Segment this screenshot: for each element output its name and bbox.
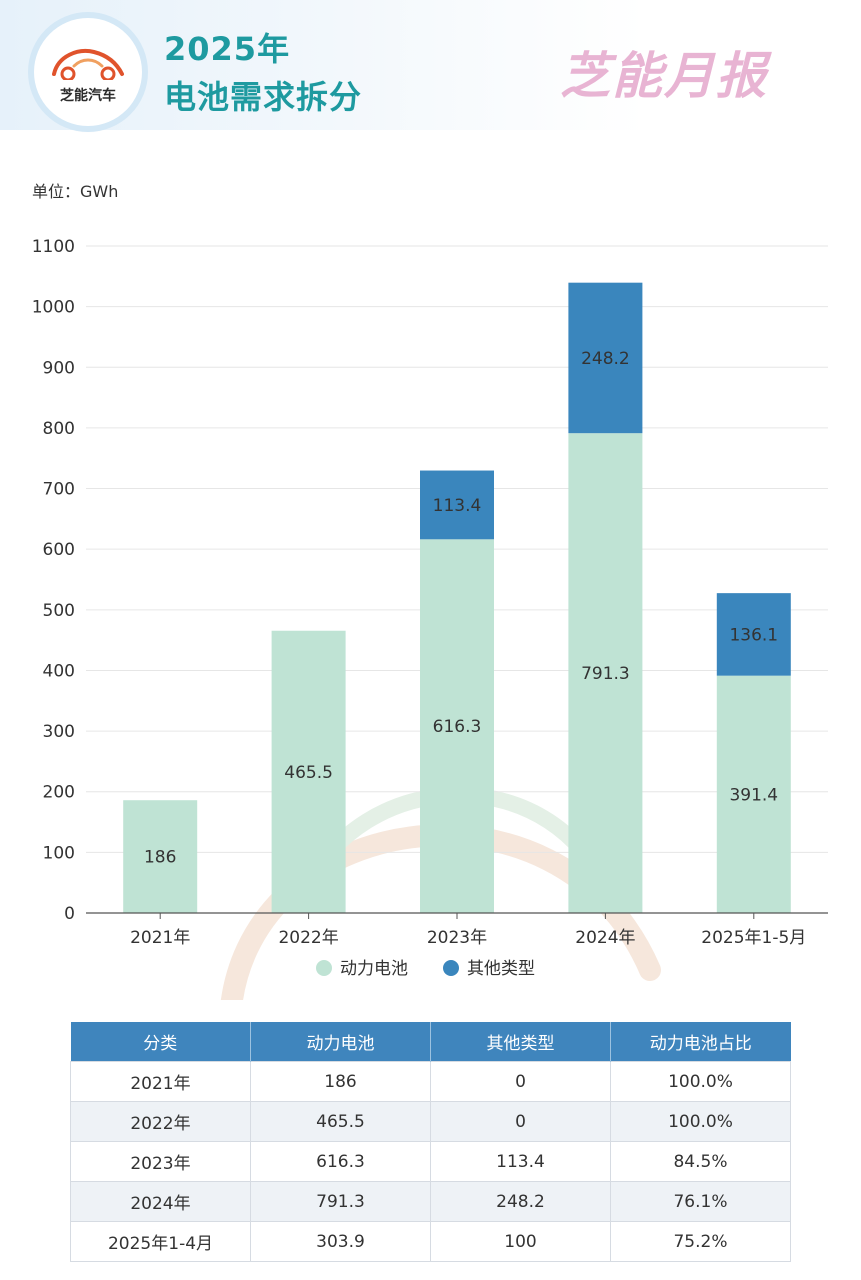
data-label: 136.1: [729, 625, 778, 645]
table-cell: 84.5%: [610, 1141, 791, 1182]
y-tick-label: 700: [43, 480, 75, 500]
data-label: 616.3: [433, 717, 482, 737]
logo: 芝能汽车: [34, 18, 142, 126]
header-band: [0, 0, 861, 130]
legend-label: 动力电池: [340, 959, 408, 979]
table-cell: 616.3: [250, 1141, 431, 1182]
table-cell: 100.0%: [610, 1101, 791, 1142]
y-tick-label: 900: [43, 358, 75, 378]
data-label: 391.4: [729, 785, 778, 805]
table-header-category: 分类: [70, 1022, 251, 1062]
table-cell: 0: [430, 1101, 611, 1142]
y-tick-label: 300: [43, 722, 75, 742]
bar-power-battery: [123, 800, 198, 913]
x-tick-label: 2022年: [278, 928, 338, 948]
bar-power-battery: [568, 433, 643, 913]
table-header-share: 动力电池占比: [610, 1022, 791, 1062]
page-title: 电池需求拆分: [164, 78, 363, 116]
car-logo-icon: [52, 49, 124, 80]
table-cell: 75.2%: [610, 1221, 791, 1262]
table-cell: 791.3: [250, 1181, 431, 1222]
table-cell: 2021年: [70, 1061, 251, 1102]
table-cell: 465.5: [250, 1101, 431, 1142]
bar-other-types: [716, 593, 791, 676]
table-header-other-types: 其他类型: [430, 1022, 611, 1062]
stacked-bar-chart: 0 100 200 300 400 500 600 700 800 900 1000 1100 186 2…: [32, 237, 828, 1000]
bar-power-battery: [716, 675, 791, 913]
x-tick-label: 2023年: [427, 928, 487, 948]
x-tick-label: 2025年1-5月: [701, 928, 806, 948]
x-tick-label: 2021年: [130, 928, 190, 948]
table-cell: 2022年: [70, 1101, 251, 1142]
table-cell: 186: [250, 1061, 431, 1102]
table-cell: 248.2: [430, 1181, 611, 1222]
table-cell: 303.9: [250, 1221, 431, 1262]
legend-marker: [316, 960, 332, 976]
table-cell: 76.1%: [610, 1181, 791, 1222]
y-tick-label: 400: [43, 661, 75, 681]
data-table: 分类 动力电池 其他类型 动力电池占比 2021年 186 0 100.0% 2…: [70, 1022, 791, 1262]
y-tick-label: 600: [43, 540, 75, 560]
table-cell: 113.4: [430, 1141, 611, 1182]
page-title-year: 2025年: [164, 30, 291, 68]
table-cell: 0: [430, 1061, 611, 1102]
table-row: 2025年1-4月 303.9 100 75.2%: [70, 1221, 791, 1262]
table-header-power-battery: 动力电池: [250, 1022, 431, 1062]
table-cell: 100: [430, 1221, 611, 1262]
bar-other-types: [568, 282, 643, 434]
table-row: 2021年 186 0 100.0%: [70, 1061, 791, 1102]
y-tick-label: 200: [43, 783, 75, 803]
table-cell: 2023年: [70, 1141, 251, 1182]
bar-power-battery: [420, 539, 494, 913]
data-label: 791.3: [581, 664, 630, 684]
table-cell: 2024年: [70, 1181, 251, 1222]
logo-text: 芝能汽车: [60, 88, 116, 104]
x-tick-label: 2024年: [575, 928, 635, 948]
bar-other-types: [420, 470, 494, 540]
legend-label: 其他类型: [467, 959, 535, 979]
y-tick-label: 100: [43, 843, 75, 863]
y-tick-label: 0: [64, 904, 75, 924]
data-label: 465.5: [284, 763, 333, 783]
data-label: 113.4: [433, 496, 482, 516]
table-cell: 2025年1-4月: [70, 1221, 251, 1262]
legend-marker: [443, 960, 459, 976]
table-cell: 100.0%: [610, 1061, 791, 1102]
y-tick-label: 1100: [32, 237, 75, 257]
bar-power-battery: [271, 630, 346, 913]
data-label: 186: [144, 848, 176, 868]
brand-logo-text: 芝能月报: [560, 47, 768, 105]
y-tick-label: 800: [43, 419, 75, 439]
y-tick-label: 1000: [32, 298, 75, 318]
table-row: 2023年 616.3 113.4 84.5%: [70, 1141, 791, 1182]
table-row: 2022年 465.5 0 100.0%: [70, 1101, 791, 1142]
table-row: 2024年 791.3 248.2 76.1%: [70, 1181, 791, 1222]
y-tick-label: 500: [43, 601, 75, 621]
table-header-row: 分类 动力电池 其他类型 动力电池占比: [70, 1022, 791, 1062]
unit-label: 单位：GWh: [32, 182, 119, 201]
data-label: 248.2: [581, 349, 630, 369]
